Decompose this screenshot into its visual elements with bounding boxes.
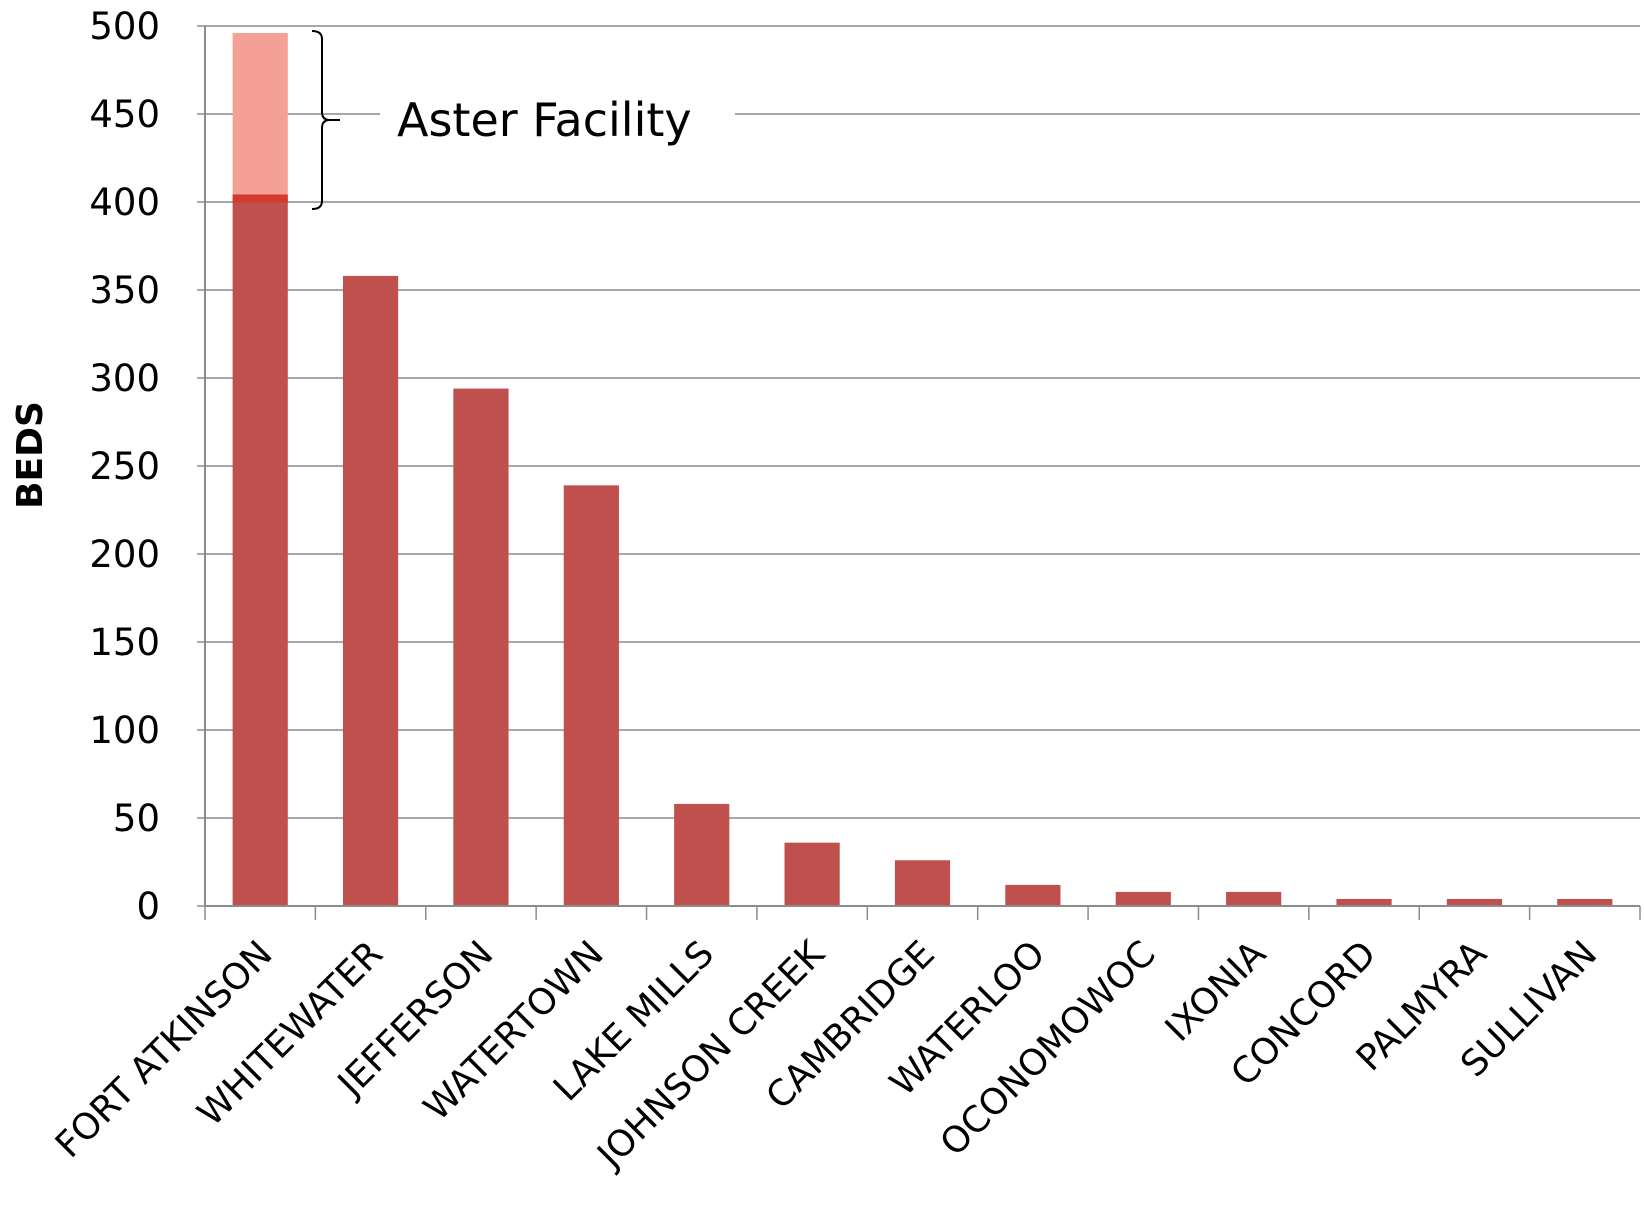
gridlines [205, 25, 1640, 819]
y-tick-label: 500 [89, 5, 160, 48]
bar-johnson-creek [784, 842, 840, 906]
y-tick-label: 100 [89, 709, 160, 752]
x-tick-labels: FORT ATKINSONWHITEWATERJEFFERSONWATERTOW… [48, 906, 1641, 1177]
bar-jefferson [453, 388, 509, 906]
x-tick-label: OCONOMOWOC [933, 933, 1164, 1164]
y-tick-label: 250 [89, 445, 160, 488]
y-tick-label: 450 [89, 93, 160, 136]
y-tick-label: 200 [89, 533, 160, 576]
y-tick-label: 0 [136, 885, 160, 928]
y-tick-label: 400 [89, 181, 160, 224]
y-tick-label: 300 [89, 357, 160, 400]
bar-ixonia [1226, 891, 1282, 906]
bar-palmyra [1446, 898, 1503, 906]
y-tick-label: 50 [113, 797, 160, 840]
annotation-label: Aster Facility [397, 93, 692, 147]
bar-concord [1336, 898, 1392, 906]
bar-cambridge [894, 860, 951, 906]
y-axis-label: BEDS [10, 401, 51, 509]
bar-sullivan [1557, 898, 1613, 906]
bar-oconomowoc [1115, 891, 1171, 906]
bar-fort-atkinson [232, 198, 288, 907]
bar-waterloo [1005, 884, 1061, 906]
bars [232, 33, 1613, 907]
annotation-brace [311, 30, 340, 210]
y-tick-label: 350 [89, 269, 160, 312]
bar-lake-mills [674, 803, 730, 906]
bar-fort-atkinson-aster [232, 33, 288, 199]
aster-facility-annotation: Aster Facility [311, 30, 692, 210]
y-tick-label: 150 [89, 621, 160, 664]
y-tick-labels: 0 50 100 150 200 250 300 350 400 450 500 [89, 5, 205, 928]
bar-whitewater [342, 275, 399, 906]
bar-overlap-band [232, 194, 288, 203]
bar-watertown [563, 485, 619, 906]
